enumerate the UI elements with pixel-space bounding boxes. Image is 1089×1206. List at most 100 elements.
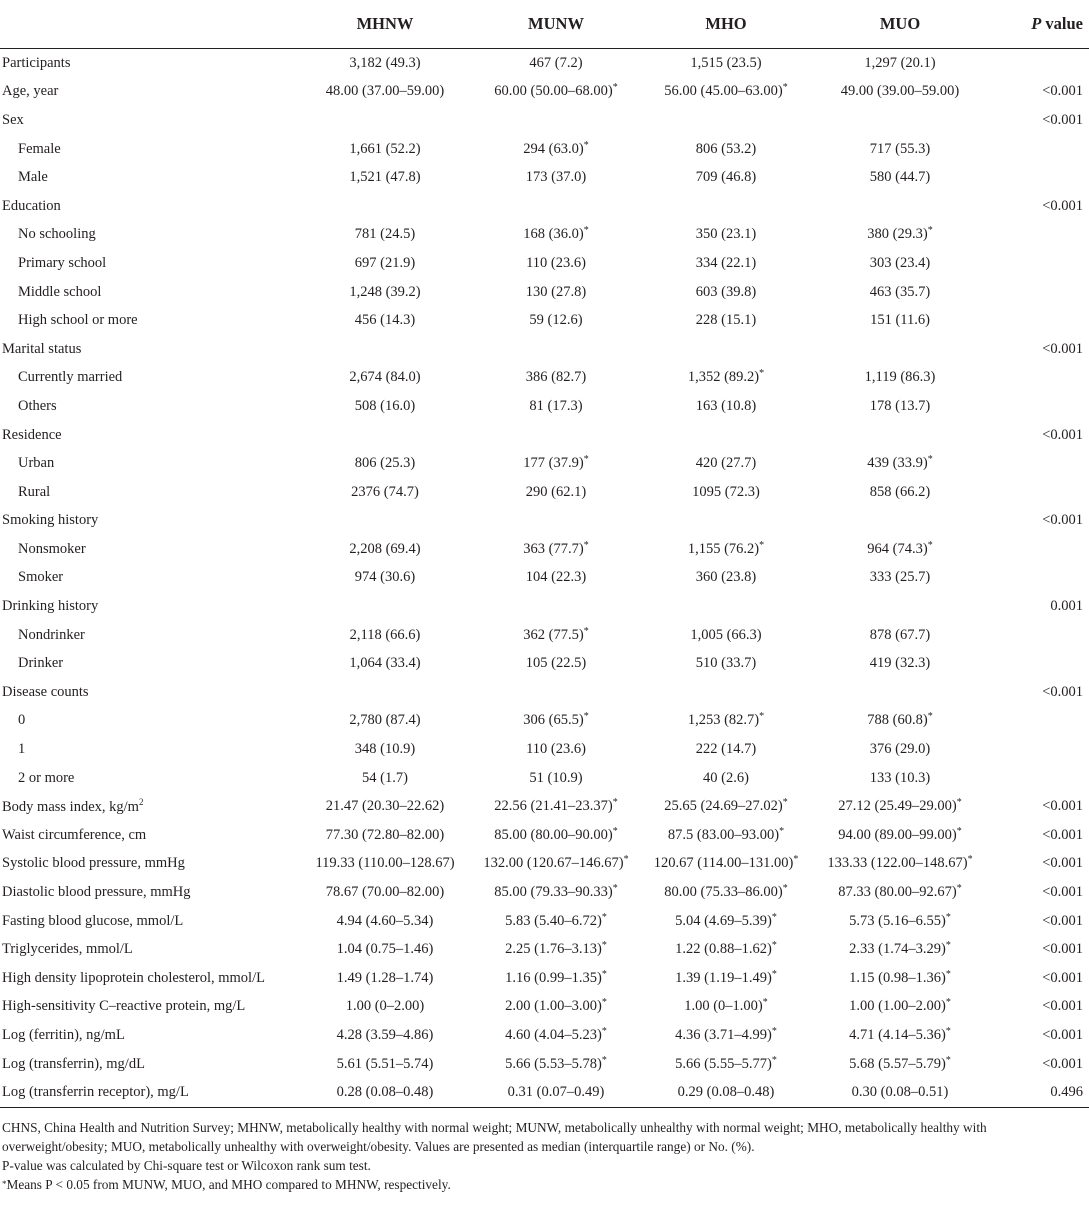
- row-label: Triglycerides, mmol/L: [0, 935, 300, 964]
- cell-munw: [470, 192, 642, 221]
- significance-asterisk: *: [956, 797, 962, 809]
- cell-p-value: <0.001: [1042, 1055, 1083, 1072]
- cell-value: 25.65 (24.69–27.02): [664, 798, 783, 815]
- row-label: Diastolic blood pressure, mmHg: [0, 878, 300, 907]
- row-label: Log (ferritin), ng/mL: [0, 1021, 300, 1050]
- cell-muo: 0.30 (0.08–0.51): [810, 1078, 990, 1108]
- cell-p-value: [990, 621, 1089, 650]
- footnote-pvalue-method: P-value was calculated by Chi-square tes…: [2, 1157, 371, 1173]
- cell-value: 27.12 (25.49–29.00): [838, 798, 957, 815]
- cell-p-value: [990, 364, 1089, 393]
- cell-mhnw: 974 (30.6): [300, 564, 470, 593]
- table-row: Log (transferrin receptor), mg/L 0.28 (0.…: [0, 1078, 1089, 1108]
- cell-value: 133 (10.3): [869, 769, 931, 786]
- cell-value: 173 (37.0): [525, 169, 587, 186]
- cell-muo: [810, 507, 990, 536]
- cell-mhnw: 2,780 (87.4): [300, 707, 470, 736]
- row-label: Log (transferrin), mg/dL: [0, 1050, 300, 1079]
- table-row: Age, year 48.00 (37.00–59.00) 60.00 (50.00…: [0, 78, 1089, 107]
- cell-mho: 120.67 (114.00–131.00)*: [642, 850, 810, 879]
- header-row: MHNW MUNW MHO MUO P value: [0, 0, 1089, 49]
- cell-value: 87.33 (80.00–92.67): [838, 884, 957, 901]
- cell-mhnw: 456 (14.3): [300, 306, 470, 335]
- cell-value: 419 (32.3): [869, 655, 931, 672]
- cell-value: 294 (63.0): [523, 140, 584, 157]
- cell-value: 348 (10.9): [354, 741, 416, 758]
- cell-muo: 178 (13.7): [810, 392, 990, 421]
- cell-value: 709 (46.8): [695, 169, 757, 186]
- cell-value: 80.00 (75.33–86.00): [664, 884, 783, 901]
- row-label: 0: [0, 707, 300, 736]
- cell-muo: 788 (60.8)*: [810, 707, 990, 736]
- cell-value: 1,521 (47.8): [349, 169, 421, 186]
- cell-mhnw: [300, 335, 470, 364]
- cell-mhnw: 1,064 (33.4): [300, 649, 470, 678]
- table-row: Male 1,521 (47.8) 173 (37.0) 709 (46.8) 580 …: [0, 163, 1089, 192]
- cell-value: 132.00 (120.67–146.67): [483, 855, 624, 872]
- cell-munw: 105 (22.5): [470, 649, 642, 678]
- cell-mho: [642, 106, 810, 135]
- table-row: Female 1,661 (52.2) 294 (63.0)* 806 (53.2) 7…: [0, 135, 1089, 164]
- significance-asterisk: *: [782, 883, 788, 895]
- significance-asterisk: *: [945, 911, 951, 923]
- cell-munw: 177 (37.9)*: [470, 449, 642, 478]
- table-row: Rural 2376 (74.7) 290 (62.1) 1095 (72.3) 858…: [0, 478, 1089, 507]
- cell-value: 717 (55.3): [869, 140, 931, 157]
- cell-mhnw: [300, 678, 470, 707]
- cell-muo: 1,119 (86.3): [810, 364, 990, 393]
- cell-value: 2,674 (84.0): [349, 369, 421, 386]
- row-label: Age, year: [0, 78, 300, 107]
- cell-value: 3,182 (49.3): [349, 54, 421, 71]
- cell-mho: 1,253 (82.7)*: [642, 707, 810, 736]
- table-row: 0 2,780 (87.4) 306 (65.5)* 1,253 (82.7)* 788…: [0, 707, 1089, 736]
- cell-p-value: [990, 221, 1089, 250]
- cell-muo: 1.00 (1.00–2.00)*: [810, 993, 990, 1022]
- cell-value: 120.67 (114.00–131.00): [653, 855, 794, 872]
- cell-value: 78.67 (70.00–82.00): [325, 884, 445, 901]
- table-row: Disease counts <0.001: [0, 678, 1089, 707]
- cell-munw: 362 (77.5)*: [470, 621, 642, 650]
- cell-mho: 4.36 (3.71–4.99)*: [642, 1021, 810, 1050]
- cell-value: 2,780 (87.4): [349, 712, 421, 729]
- significance-asterisk: *: [762, 997, 768, 1009]
- cell-p-value: [990, 649, 1089, 678]
- cell-mho: 1.39 (1.19–1.49)*: [642, 964, 810, 993]
- cell-value: 40 (2.6): [703, 769, 749, 786]
- cell-value: 1.22 (0.88–1.62): [675, 941, 772, 958]
- cell-mho: [642, 507, 810, 536]
- cell-munw: 85.00 (79.33–90.33)*: [470, 878, 642, 907]
- significance-asterisk: *: [601, 1054, 607, 1066]
- cell-value: 1,297 (20.1): [864, 54, 936, 71]
- cell-muo: 5.68 (5.57–5.79)*: [810, 1050, 990, 1079]
- cell-value: 806 (25.3): [354, 455, 416, 472]
- row-label-text: Disease counts: [2, 683, 89, 700]
- row-label: Urban: [0, 449, 300, 478]
- significance-asterisk: *: [945, 968, 951, 980]
- cell-muo: 878 (67.7): [810, 621, 990, 650]
- cell-mhnw: 781 (24.5): [300, 221, 470, 250]
- cell-munw: 81 (17.3): [470, 392, 642, 421]
- row-label-text: Fasting blood glucose, mmol/L: [2, 912, 184, 929]
- cell-value: 177 (37.9): [523, 455, 584, 472]
- row-label: Fasting blood glucose, mmol/L: [0, 907, 300, 936]
- cell-value: 163 (10.8): [695, 397, 757, 414]
- baseline-characteristics-table-container: MHNW MUNW MHO MUO P value Participants 3,…: [0, 0, 1089, 1108]
- table-row: Log (transferrin), mg/dL 5.61 (5.51–5.74)…: [0, 1050, 1089, 1079]
- cell-munw: 306 (65.5)*: [470, 707, 642, 736]
- table-row: 1 348 (10.9) 110 (23.6) 222 (14.7) 376 (29.0…: [0, 735, 1089, 764]
- significance-asterisk: *: [612, 825, 618, 837]
- cell-mho: 5.04 (4.69–5.39)*: [642, 907, 810, 936]
- cell-value: 878 (67.7): [869, 626, 931, 643]
- cell-p-value: [990, 163, 1089, 192]
- cell-muo: 376 (29.0): [810, 735, 990, 764]
- header-muo: MUO: [810, 0, 990, 49]
- cell-mho: 603 (39.8): [642, 278, 810, 307]
- cell-value: 5.66 (5.55–5.77): [675, 1055, 772, 1072]
- cell-value: 510 (33.7): [695, 655, 757, 672]
- cell-muo: [810, 192, 990, 221]
- significance-asterisk: *: [793, 854, 799, 866]
- cell-muo: 580 (44.7): [810, 163, 990, 192]
- row-label-text: Middle school: [18, 283, 102, 300]
- table-row: Nondrinker 2,118 (66.6) 362 (77.5)* 1,005 (…: [0, 621, 1089, 650]
- row-label: Nonsmoker: [0, 535, 300, 564]
